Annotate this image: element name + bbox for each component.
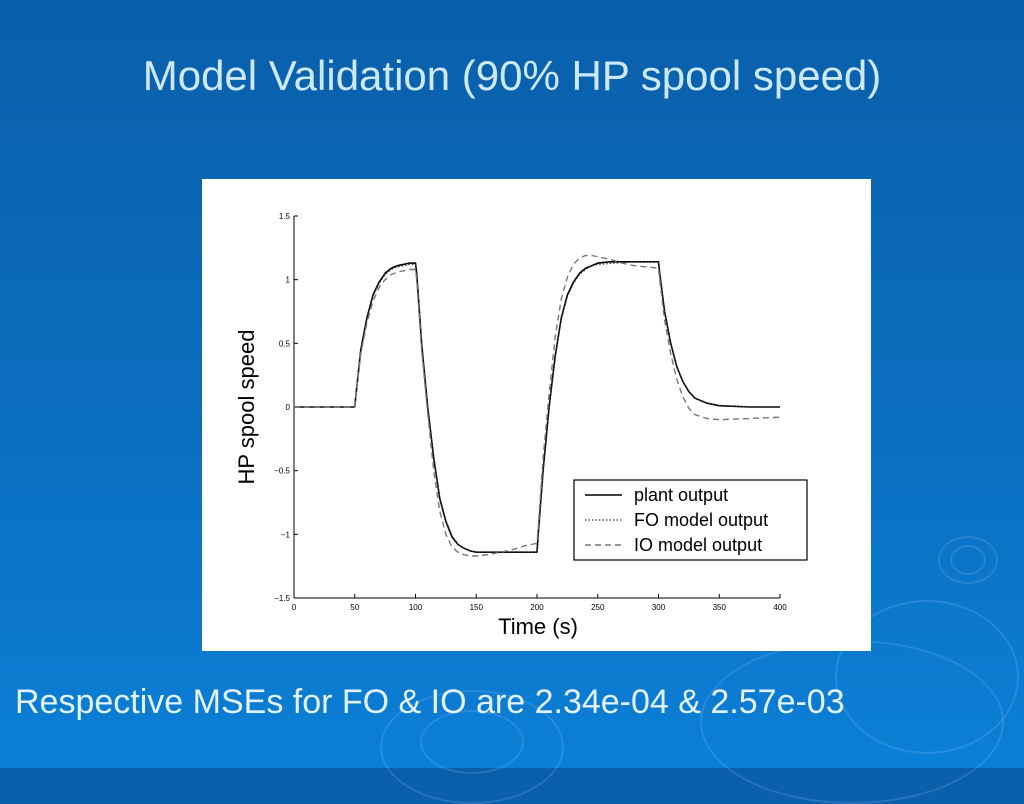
slide-title: Model Validation (90% HP spool speed) [142,52,882,99]
ripple-decoration [950,545,986,575]
x-tick-label: 350 [713,603,727,612]
y-tick-label: 1 [286,276,291,285]
ripple-decoration [700,640,1004,804]
series-line-io-model-output [294,254,781,557]
x-tick-label: 300 [652,603,666,612]
legend-box [573,479,808,561]
y-tick-label: −1 [281,530,291,539]
x-tick-label: 200 [530,603,544,612]
series-line-fo-model-output [294,261,780,553]
slide-caption: Respective MSEs for FO & IO are 2.34e-04… [15,683,845,721]
y-tick-label: −1.5 [274,594,290,603]
x-tick-label: 400 [773,603,787,612]
legend: plant output FO model output IO model outp… [573,479,808,561]
x-tick-label: 50 [350,603,359,612]
y-tick-label: 0.5 [279,339,291,348]
y-tick-label: 0 [286,403,291,412]
chart-panel: 0 50 100 150 200 250 300 350 400 1.5 1 0.5 0 −0.5 −1 −1… [202,179,871,651]
legend-label: plant output [634,485,728,505]
x-tick-label: 100 [409,603,423,612]
tick-marks: 0 50 100 150 200 250 300 350 400 1.5 1 0.5 0 −0.5 −1 −1… [274,212,787,612]
x-tick-label: 150 [470,603,484,612]
y-tick-label: −0.5 [274,467,290,476]
x-tick-label: 250 [591,603,605,612]
line-chart: 0 50 100 150 200 250 300 350 400 1.5 1 0.5 0 −0.5 −1 −1… [234,212,808,639]
x-axis-label: Time (s) [498,614,578,639]
legend-label: IO model output [634,535,762,555]
y-tick-label: 1.5 [279,212,291,221]
ripple-decoration [938,536,998,584]
legend-label: FO model output [634,510,768,530]
y-axis-label: HP spool speed [234,330,259,485]
x-tick-label: 0 [292,603,297,612]
series-lines [294,254,781,557]
